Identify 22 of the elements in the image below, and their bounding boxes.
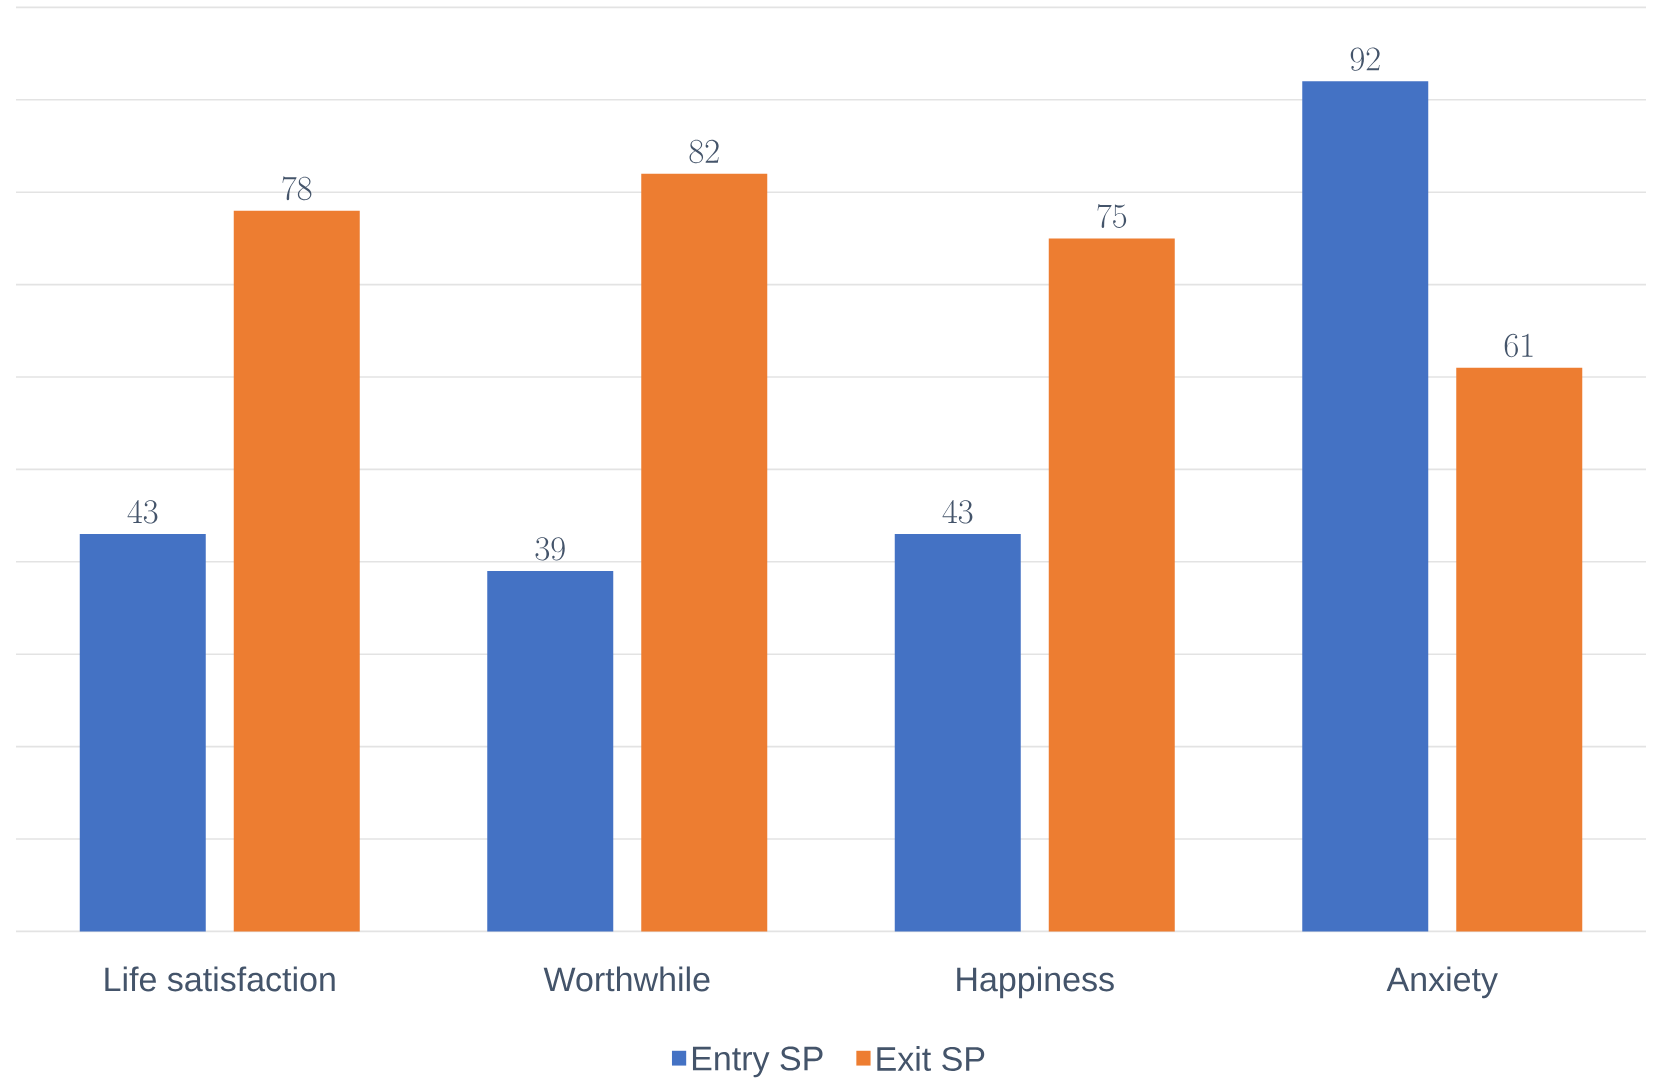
bar: [641, 173, 768, 932]
data-label: 75: [1097, 203, 1127, 228]
data-label: 43: [127, 499, 158, 524]
data-label: 43: [942, 499, 973, 524]
bar: [894, 534, 1021, 932]
x-tick-label: Worthwhile: [543, 966, 710, 992]
data-label: 92: [1350, 47, 1380, 71]
x-tick-label: Life satisfaction: [105, 966, 335, 992]
data-label: 61: [1504, 333, 1533, 358]
x-tick-label: Happiness: [957, 966, 1114, 999]
legend-label: Entry SP: [692, 1046, 823, 1078]
x-tick-label: Anxiety: [1386, 966, 1498, 999]
bar: [1456, 367, 1583, 932]
bar: [1302, 81, 1429, 932]
bar: [233, 210, 360, 932]
bar: [1048, 238, 1175, 932]
data-label: 78: [282, 176, 312, 201]
bar: [487, 571, 614, 932]
data-label: 82: [689, 139, 719, 164]
data-label: 39: [535, 537, 565, 561]
legend-label: Exit SP: [877, 1046, 985, 1072]
bar: [79, 534, 206, 932]
